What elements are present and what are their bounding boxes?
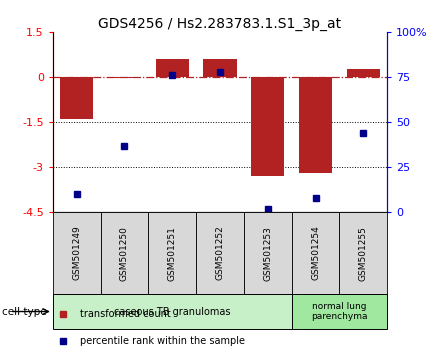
Text: cell type: cell type	[2, 307, 47, 316]
Bar	[347, 69, 380, 77]
Bar	[108, 77, 141, 79]
Bar	[244, 212, 292, 294]
Bar	[196, 212, 244, 294]
Text: percentile rank within the sample: percentile rank within the sample	[80, 336, 245, 346]
Text: GSM501250: GSM501250	[120, 225, 129, 281]
Bar	[53, 212, 101, 294]
Text: GSM501253: GSM501253	[263, 225, 272, 281]
Text: normal lung
parenchyma: normal lung parenchyma	[311, 302, 368, 321]
Text: caseous TB granulomas: caseous TB granulomas	[114, 307, 231, 316]
Bar	[101, 212, 148, 294]
Bar	[148, 212, 196, 294]
Bar	[251, 77, 285, 176]
Text: GSM501251: GSM501251	[168, 225, 177, 281]
Text: GSM501255: GSM501255	[359, 225, 368, 281]
Bar	[203, 59, 237, 77]
Bar	[299, 77, 332, 173]
Bar	[292, 212, 339, 294]
Text: GSM501254: GSM501254	[311, 226, 320, 280]
Bar	[60, 77, 93, 119]
Bar	[53, 294, 292, 329]
Bar	[292, 294, 387, 329]
Text: GSM501249: GSM501249	[72, 226, 81, 280]
Title: GDS4256 / Hs2.283783.1.S1_3p_at: GDS4256 / Hs2.283783.1.S1_3p_at	[99, 17, 341, 31]
Text: transformed count: transformed count	[80, 309, 170, 319]
Text: GSM501252: GSM501252	[216, 226, 224, 280]
Bar	[339, 212, 387, 294]
Bar	[155, 59, 189, 77]
